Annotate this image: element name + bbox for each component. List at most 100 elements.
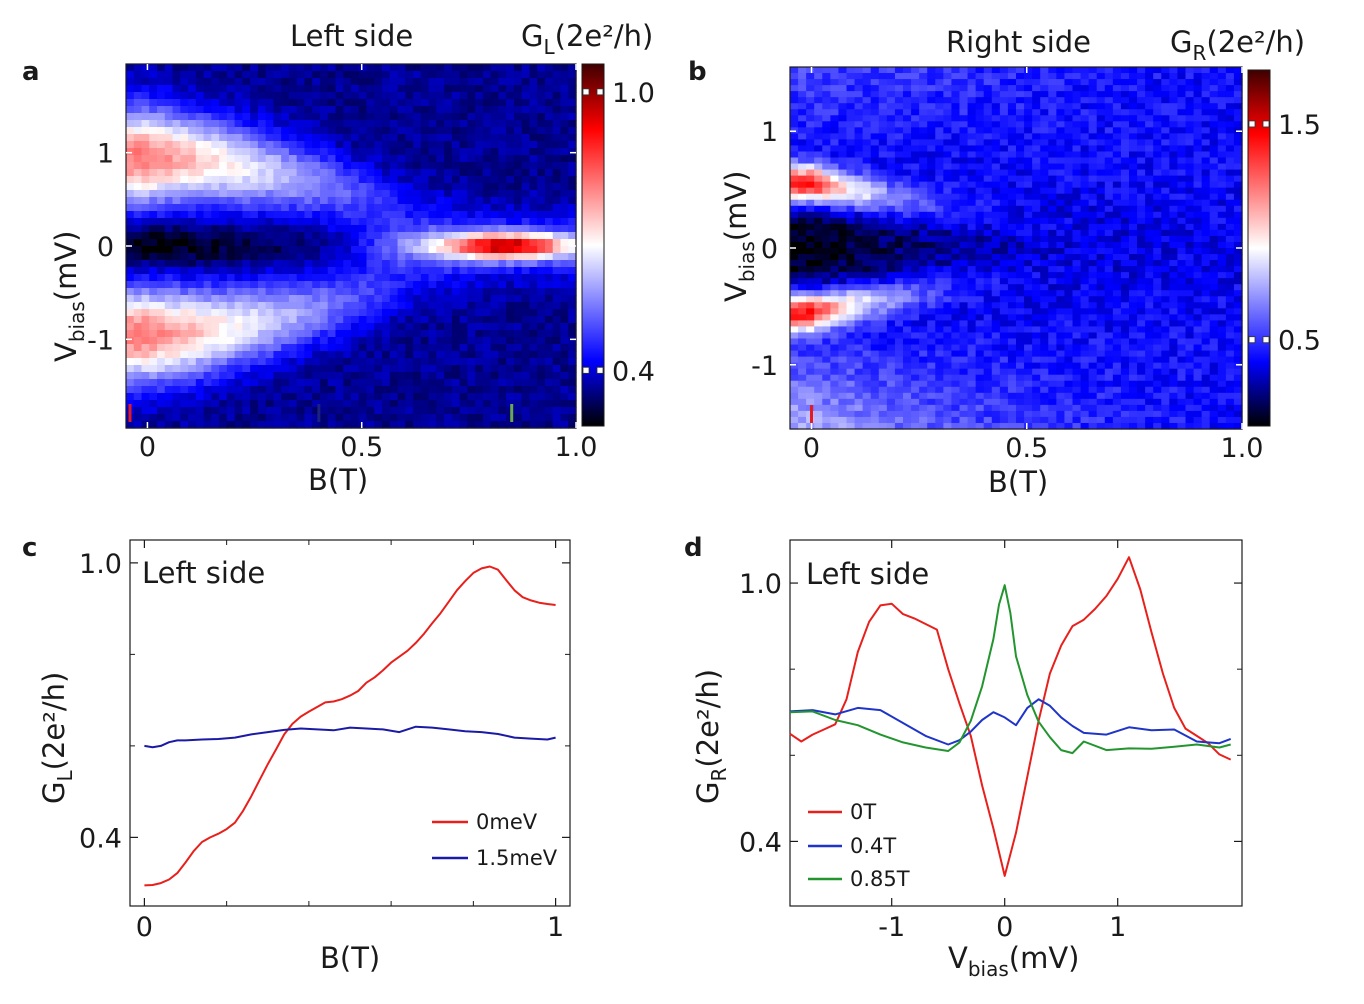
heat-cell: [428, 337, 437, 345]
heat-cell: [830, 241, 840, 249]
heat-cell: [1024, 350, 1033, 358]
heat-cell: [382, 351, 391, 359]
heat-cell: [1007, 199, 1017, 207]
heat-cell: [806, 241, 815, 249]
heat-cell: [141, 197, 150, 205]
heat-cell: [420, 281, 430, 289]
heat-cell: [219, 225, 228, 233]
heat-cell: [389, 148, 399, 156]
heat-cell: [806, 314, 815, 321]
heat-cell: [1040, 193, 1049, 201]
heat-cell: [919, 254, 928, 261]
heat-cell: [149, 274, 158, 282]
heat-cell: [544, 162, 554, 170]
heat-cell: [830, 157, 840, 165]
heat-cell: [919, 133, 928, 140]
heat-cell: [126, 393, 135, 401]
heat-cell: [862, 320, 872, 328]
heat-cell: [257, 267, 267, 275]
heat-cell: [862, 133, 872, 140]
heat-cell: [903, 344, 912, 352]
heat-cell: [490, 337, 500, 345]
heat-cell: [830, 368, 840, 376]
heat-cell: [451, 323, 461, 331]
heat-cell: [157, 120, 166, 128]
heat-cell: [257, 99, 267, 107]
heat-cell: [521, 162, 531, 170]
heat-cell: [999, 115, 1009, 122]
heat-cell: [886, 392, 896, 400]
heat-cell: [335, 260, 344, 268]
heat-cell: [999, 163, 1009, 171]
heat-cell: [141, 148, 150, 156]
heat-cell: [513, 267, 523, 275]
heat-cell: [157, 414, 166, 422]
heat-cell: [991, 416, 1001, 424]
heat-cell: [382, 323, 391, 331]
heat-cell: [529, 190, 538, 198]
heat-cell: [529, 386, 538, 394]
heat-cell: [304, 407, 313, 415]
heat-cell: [335, 141, 344, 149]
heat-cell: [822, 272, 831, 279]
heat-cell: [951, 314, 961, 321]
heat-cell: [482, 421, 492, 429]
heat-cell: [870, 374, 880, 382]
heat-cell: [273, 85, 282, 93]
heat-cell: [273, 113, 282, 121]
heat-cell: [498, 330, 507, 338]
heat-cell: [265, 141, 275, 149]
heat-cell: [544, 407, 554, 415]
heat-cell: [382, 78, 391, 86]
heat-cell: [343, 211, 352, 219]
heat-cell: [1007, 169, 1017, 177]
heat-cell: [552, 260, 562, 268]
heat-cell: [537, 281, 546, 289]
heat-cell: [475, 330, 484, 338]
heat-cell: [568, 421, 577, 429]
heat-cell: [1024, 79, 1033, 86]
heat-cell: [428, 120, 437, 128]
heat-cell: [975, 151, 985, 159]
heat-cell: [943, 199, 953, 207]
heat-cell: [927, 115, 936, 122]
heat-cell: [903, 386, 912, 394]
heat-cell: [951, 398, 961, 406]
heat-cell: [475, 379, 484, 387]
heat-cell: [405, 386, 414, 394]
heat-cell: [521, 372, 531, 380]
heat-cell: [203, 400, 212, 408]
heat-cell: [195, 407, 205, 415]
heat-cell: [552, 337, 562, 345]
heat-cell: [335, 351, 344, 359]
heat-cell: [126, 239, 135, 247]
heat-cell: [273, 274, 282, 282]
heat-cell: [903, 115, 912, 122]
heat-cell: [544, 281, 554, 289]
heat-cell: [513, 421, 523, 429]
heat-cell: [806, 398, 815, 406]
heat-cell: [149, 309, 158, 317]
heat-cell: [133, 316, 143, 324]
heat-cell: [149, 239, 158, 247]
heat-cell: [475, 407, 484, 415]
heat-cell: [304, 386, 313, 394]
heat-cell: [335, 183, 344, 191]
heat-cell: [886, 169, 896, 177]
heat-cell: [878, 296, 888, 303]
heat-cell: [498, 148, 507, 156]
heat-cell: [257, 197, 267, 205]
heat-cell: [506, 372, 515, 380]
heat-cell: [482, 281, 492, 289]
heat-cell: [521, 274, 531, 282]
heat-cell: [886, 278, 896, 285]
heat-cell: [327, 169, 337, 177]
heat-cell: [482, 134, 492, 142]
heat-cell: [444, 85, 453, 93]
heat-cell: [335, 204, 344, 212]
heat-cell: [242, 337, 251, 345]
heat-cell: [513, 127, 523, 135]
heat-cell: [219, 176, 228, 184]
heat-cell: [467, 316, 476, 324]
heat-cell: [273, 351, 282, 359]
